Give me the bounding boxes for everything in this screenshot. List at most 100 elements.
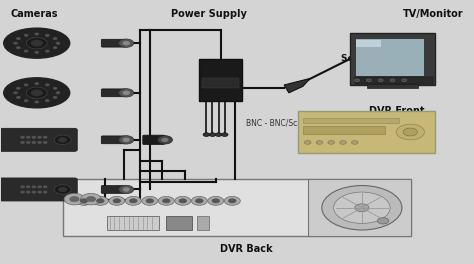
Circle shape <box>328 141 335 144</box>
FancyBboxPatch shape <box>0 178 77 201</box>
FancyBboxPatch shape <box>143 135 164 144</box>
FancyBboxPatch shape <box>355 77 433 84</box>
Circle shape <box>179 199 187 203</box>
FancyBboxPatch shape <box>101 39 125 47</box>
Circle shape <box>54 185 71 194</box>
FancyBboxPatch shape <box>197 216 209 230</box>
Circle shape <box>27 191 30 193</box>
Circle shape <box>80 199 88 203</box>
Circle shape <box>109 196 125 205</box>
FancyBboxPatch shape <box>101 89 125 97</box>
Circle shape <box>27 186 30 188</box>
Circle shape <box>43 142 47 144</box>
FancyBboxPatch shape <box>0 128 77 151</box>
Circle shape <box>24 34 28 36</box>
Circle shape <box>118 89 134 97</box>
Circle shape <box>228 199 236 203</box>
Circle shape <box>191 196 207 205</box>
Circle shape <box>54 135 71 144</box>
Circle shape <box>21 142 25 144</box>
Circle shape <box>27 136 30 138</box>
FancyBboxPatch shape <box>356 40 381 47</box>
Circle shape <box>157 136 173 144</box>
Circle shape <box>56 42 60 44</box>
Circle shape <box>390 79 395 82</box>
Circle shape <box>378 79 383 82</box>
Circle shape <box>86 196 96 202</box>
FancyBboxPatch shape <box>355 38 424 76</box>
FancyBboxPatch shape <box>308 179 411 237</box>
FancyBboxPatch shape <box>303 126 385 134</box>
Circle shape <box>304 141 311 144</box>
Ellipse shape <box>4 28 70 58</box>
Circle shape <box>24 50 28 52</box>
Circle shape <box>224 196 240 205</box>
Circle shape <box>37 142 41 144</box>
Ellipse shape <box>4 78 70 108</box>
Circle shape <box>24 84 28 86</box>
Circle shape <box>27 142 30 144</box>
Circle shape <box>163 199 170 203</box>
Circle shape <box>402 79 407 82</box>
Circle shape <box>17 47 20 49</box>
Circle shape <box>58 187 67 192</box>
Circle shape <box>17 37 20 40</box>
Circle shape <box>31 90 42 96</box>
Circle shape <box>123 188 129 191</box>
Circle shape <box>17 87 20 89</box>
Circle shape <box>21 186 25 188</box>
Circle shape <box>316 141 323 144</box>
Circle shape <box>46 34 49 36</box>
Circle shape <box>14 92 18 94</box>
Circle shape <box>81 194 101 205</box>
Circle shape <box>35 33 38 35</box>
Circle shape <box>43 186 47 188</box>
Circle shape <box>56 92 60 94</box>
FancyBboxPatch shape <box>350 33 435 85</box>
Circle shape <box>403 128 418 136</box>
Circle shape <box>53 96 57 98</box>
Text: Cameras: Cameras <box>11 9 58 19</box>
Circle shape <box>76 196 92 205</box>
FancyBboxPatch shape <box>63 179 411 237</box>
Circle shape <box>334 192 390 223</box>
Text: TV/Monitor: TV/Monitor <box>402 9 463 19</box>
Circle shape <box>46 50 49 52</box>
Circle shape <box>43 136 47 138</box>
Circle shape <box>64 194 85 205</box>
Circle shape <box>27 37 47 49</box>
Circle shape <box>17 96 20 98</box>
Circle shape <box>203 133 210 136</box>
Circle shape <box>46 100 49 102</box>
Circle shape <box>208 196 224 205</box>
Circle shape <box>355 204 369 212</box>
Text: Scart Connector: Scart Connector <box>341 54 423 63</box>
Text: BNC - BNC/Scart Lead: BNC - BNC/Scart Lead <box>246 119 329 128</box>
Circle shape <box>158 196 174 205</box>
Circle shape <box>146 199 154 203</box>
Circle shape <box>37 186 41 188</box>
Circle shape <box>352 141 358 144</box>
FancyBboxPatch shape <box>303 118 399 123</box>
FancyBboxPatch shape <box>199 59 242 101</box>
Circle shape <box>196 199 203 203</box>
Circle shape <box>32 186 36 188</box>
Circle shape <box>377 218 389 224</box>
Circle shape <box>221 133 228 136</box>
Circle shape <box>113 199 120 203</box>
Circle shape <box>24 100 28 102</box>
Circle shape <box>21 136 25 138</box>
Circle shape <box>355 79 359 82</box>
Circle shape <box>53 87 57 89</box>
Circle shape <box>125 196 141 205</box>
Polygon shape <box>284 78 310 93</box>
Circle shape <box>97 199 104 203</box>
Circle shape <box>162 138 168 142</box>
Circle shape <box>37 191 41 193</box>
FancyBboxPatch shape <box>101 186 125 194</box>
Text: DVR Back: DVR Back <box>220 244 273 254</box>
Circle shape <box>53 37 57 40</box>
Circle shape <box>35 51 38 53</box>
Circle shape <box>209 133 216 136</box>
Circle shape <box>53 47 57 49</box>
